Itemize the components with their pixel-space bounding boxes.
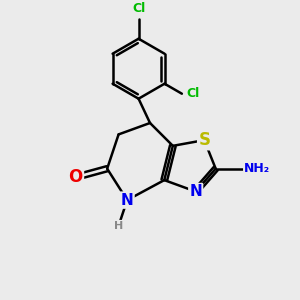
Text: N: N: [121, 193, 134, 208]
Text: N: N: [189, 184, 202, 199]
Text: Cl: Cl: [132, 2, 145, 15]
Text: S: S: [198, 131, 210, 149]
Text: H: H: [114, 221, 123, 231]
Text: NH₂: NH₂: [244, 162, 270, 175]
Text: O: O: [69, 168, 83, 186]
Text: Cl: Cl: [187, 87, 200, 100]
